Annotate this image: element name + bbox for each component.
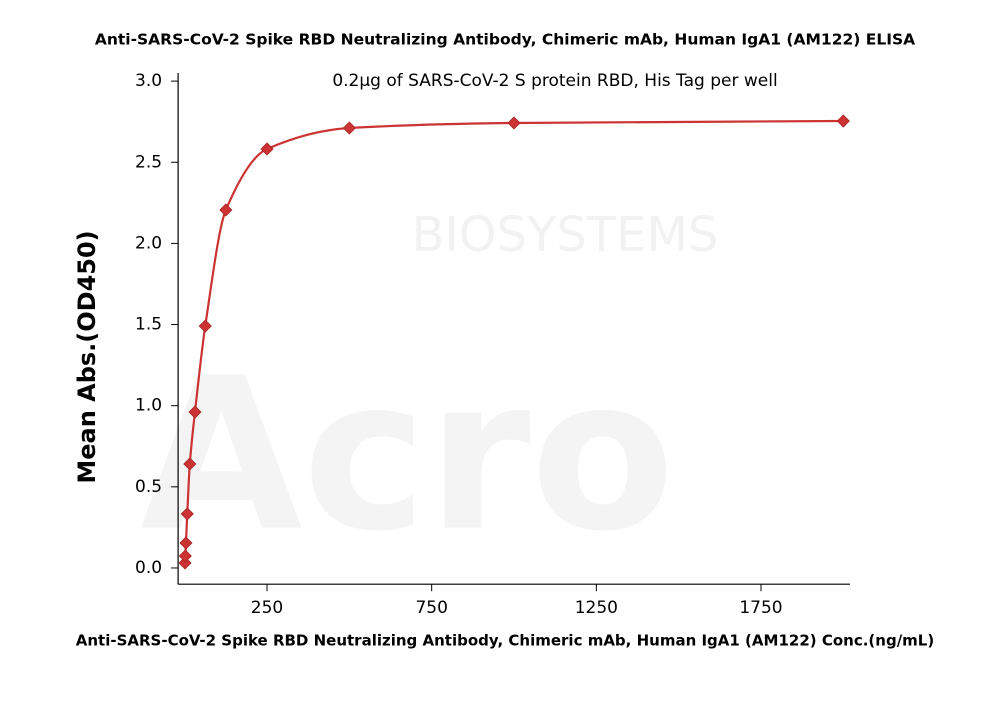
x-tick-label: 1750 bbox=[739, 598, 782, 618]
data-point bbox=[178, 549, 192, 563]
data-point bbox=[179, 536, 193, 550]
data-point bbox=[342, 121, 356, 135]
y-axis-label: Mean Abs.(OD450) bbox=[73, 230, 101, 483]
data-point bbox=[198, 319, 212, 333]
data-point bbox=[260, 142, 274, 156]
chart-subtitle: 0.2μg of SARS-CoV-2 S protein RBD, His T… bbox=[332, 71, 777, 91]
y-tick-label: 0.5 bbox=[135, 477, 162, 497]
chart-title: Anti-SARS-CoV-2 Spike RBD Neutralizing A… bbox=[95, 31, 915, 49]
data-point bbox=[219, 203, 233, 217]
data-point bbox=[507, 116, 521, 130]
x-tick-label: 250 bbox=[251, 598, 283, 618]
y-tick-label: 1.0 bbox=[135, 396, 162, 416]
data-point bbox=[178, 556, 192, 570]
data-point bbox=[188, 405, 202, 419]
watermark: Acro bbox=[140, 333, 675, 578]
x-axis-label: Anti-SARS-CoV-2 Spike RBD Neutralizing A… bbox=[76, 632, 934, 650]
x-tick-label: 1250 bbox=[575, 598, 618, 618]
y-tick-label: 0.0 bbox=[135, 558, 162, 578]
watermark: BIOSYSTEMS bbox=[412, 207, 719, 263]
x-tick-label: 750 bbox=[415, 598, 447, 618]
y-tick-label: 1.5 bbox=[135, 315, 162, 335]
y-tick-label: 3.0 bbox=[135, 71, 162, 91]
data-point bbox=[180, 507, 194, 521]
y-tick-label: 2.0 bbox=[135, 233, 162, 253]
data-point bbox=[836, 114, 850, 128]
data-point bbox=[183, 457, 197, 471]
y-tick-label: 2.5 bbox=[135, 152, 162, 172]
